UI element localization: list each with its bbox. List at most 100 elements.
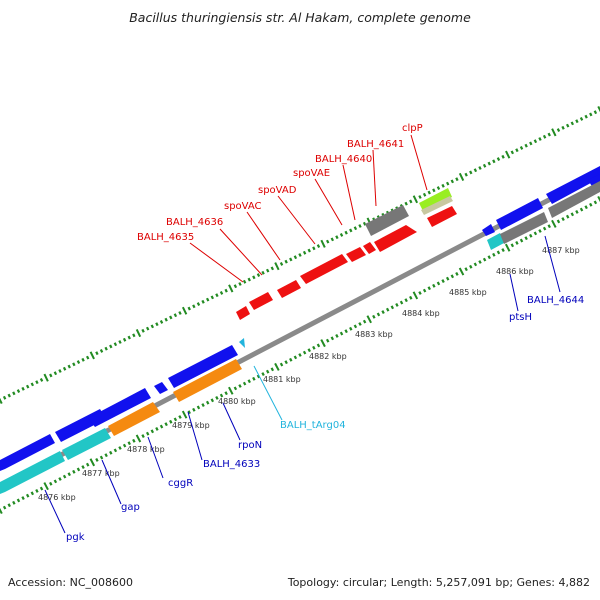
inner-tick: [427, 286, 431, 291]
gene-blue-6[interactable]: [482, 224, 495, 236]
outer-tick: [432, 188, 436, 193]
inner-tick-ring: [0, 195, 600, 515]
gene-BALH_4636[interactable]: [249, 292, 273, 310]
gene-blue-3[interactable]: [88, 388, 151, 427]
outer-tick: [58, 369, 62, 373]
gene-clpP[interactable]: [427, 206, 457, 227]
inner-tick: [455, 271, 459, 276]
gene-gap[interactable]: [62, 428, 111, 460]
tick-label: 4882 kbp: [309, 352, 347, 361]
gene-cggR[interactable]: [108, 402, 160, 436]
label-BALH_tArg04[interactable]: BALH_tArg04: [280, 420, 346, 431]
gene-blue-7[interactable]: [496, 198, 543, 230]
outer-tick: [293, 255, 298, 260]
outer-tick: [441, 183, 445, 188]
outer-tick: [141, 328, 145, 333]
gene-spoVAC[interactable]: [277, 280, 301, 298]
outer-tick: [12, 391, 16, 396]
outer-tick: [215, 293, 219, 298]
label-clpP[interactable]: clpP: [402, 123, 423, 134]
gene-lime-tan[interactable]: [421, 196, 453, 215]
label-BALH_4635[interactable]: BALH_4635: [137, 232, 194, 243]
inner-tick: [519, 238, 524, 243]
inner-tick: [205, 400, 210, 405]
inner-tick: [127, 441, 131, 446]
outer-tick: [181, 306, 188, 315]
label-BALH_4640[interactable]: BALH_4640: [315, 154, 372, 165]
label-BALH_4644[interactable]: BALH_4644: [527, 295, 584, 306]
outer-tick: [118, 340, 122, 344]
outer-tick: [122, 337, 127, 342]
label-spoVAC[interactable]: spoVAC: [224, 201, 262, 212]
outer-tick: [43, 373, 49, 382]
gene-gray-c[interactable]: [548, 181, 600, 218]
gene-BALH_4640[interactable]: [363, 242, 376, 254]
label-rpoN[interactable]: rpoN: [238, 440, 262, 451]
gene-lime[interactable]: [419, 188, 452, 211]
gene-gray-a[interactable]: [365, 205, 409, 236]
inner-tick: [173, 417, 178, 422]
outer-tick: [320, 239, 326, 248]
outer-tick: [482, 163, 487, 168]
outer-tick: [349, 228, 353, 233]
inner-tick: [422, 288, 427, 293]
outer-tick: [547, 132, 551, 137]
gene-blue-5[interactable]: [168, 345, 238, 388]
gene-spoVAE[interactable]: [346, 247, 366, 262]
outer-tick: [330, 237, 334, 242]
label-BALH_4633[interactable]: BALH_4633: [203, 459, 260, 470]
gene-gray-b[interactable]: [500, 212, 548, 244]
inner-tick: [473, 262, 478, 267]
outer-tick: [487, 161, 491, 166]
outer-tick: [132, 333, 136, 338]
outer-tick: [261, 270, 265, 275]
tick-label: 4885 kbp: [449, 288, 487, 297]
inner-tick: [339, 331, 344, 336]
gene-blue-1[interactable]: [0, 434, 55, 471]
label-ptsH[interactable]: ptsH: [509, 312, 532, 323]
gene-BALH_4635[interactable]: [236, 306, 250, 320]
inner-tick: [362, 319, 367, 324]
gene-labels: BALH_4635 BALH_4636 spoVAC spoVAD spoVAE…: [66, 123, 584, 543]
inner-tick: [30, 491, 35, 496]
inner-tick: [316, 343, 321, 348]
label-spoVAD[interactable]: spoVAD: [258, 185, 297, 196]
outer-tick: [589, 112, 593, 117]
inner-tick: [187, 410, 191, 415]
label-gap[interactable]: gap: [121, 502, 140, 513]
inner-tick: [141, 434, 145, 439]
outer-tick: [192, 304, 196, 309]
outer-tick: [270, 266, 274, 271]
trna-BALH_tArg04[interactable]: [239, 338, 245, 348]
gene-BALH_4641[interactable]: [374, 225, 417, 252]
inner-tick: [76, 467, 81, 472]
label-spoVAE[interactable]: spoVAE: [293, 168, 330, 179]
outer-tick: [418, 195, 422, 199]
outer-tick: [412, 195, 419, 204]
gene-ptsH[interactable]: [487, 233, 504, 250]
inner-tick: [335, 333, 339, 338]
gene-blue-4[interactable]: [154, 382, 168, 394]
label-BALH_4641[interactable]: BALH_4641: [347, 139, 404, 150]
gene-BALH_4633[interactable]: [173, 359, 242, 402]
outer-tick: [358, 224, 362, 228]
outer-tick: [446, 181, 450, 186]
gene-blue-8[interactable]: [546, 166, 600, 204]
gene-spoVAD[interactable]: [300, 254, 348, 284]
outer-tick: [16, 389, 21, 393]
label-pgk[interactable]: pgk: [66, 532, 85, 543]
outer-tick: [242, 279, 247, 284]
inner-tick: [565, 214, 570, 219]
label-cggR[interactable]: cggR: [168, 478, 193, 489]
tick-label: 4876 kbp: [38, 493, 76, 502]
inner-tick: [284, 360, 288, 365]
inner-tick: [395, 302, 399, 307]
gene-pgk[interactable]: [0, 451, 65, 494]
outer-tick: [0, 397, 3, 405]
outer-tick: [252, 275, 256, 280]
label-BALH_4636[interactable]: BALH_4636: [166, 217, 223, 228]
inner-tick: [325, 338, 330, 343]
inner-tick: [113, 448, 118, 453]
